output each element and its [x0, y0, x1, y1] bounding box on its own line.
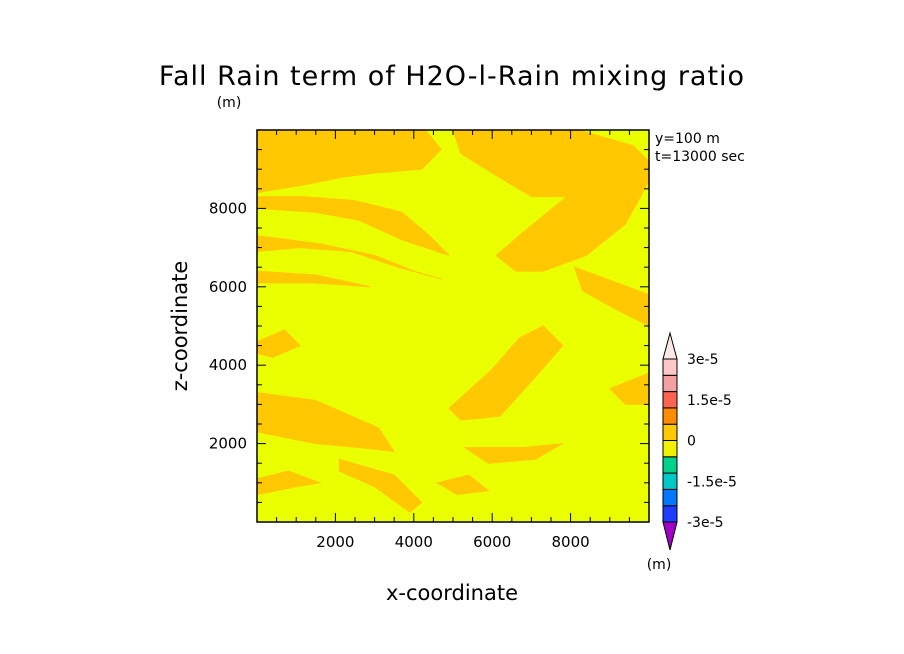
x-tick-label: 4000: [395, 533, 433, 551]
chart-title: Fall Rain term of H2O-l-Rain mixing rati…: [159, 61, 745, 92]
x-axis-label: x-coordinate: [386, 581, 518, 605]
plot-area: 2000 4000 6000 8000 2000 4000 6000 8000: [209, 129, 650, 551]
colorbar-segment: [662, 472, 678, 490]
colorbar-segment: [662, 488, 678, 507]
colorbar-segment: [662, 505, 678, 523]
colorbar-segment: [662, 407, 678, 425]
colorbar-segment: [662, 374, 678, 393]
title-unit: (m): [217, 95, 242, 111]
x-tick-label: 8000: [552, 533, 590, 551]
contour-region: [256, 129, 442, 194]
colorbar-segment: [662, 456, 678, 474]
x-axis: 2000 4000 6000 8000: [276, 130, 630, 551]
colorbar-overflow: [662, 331, 678, 360]
colorbar-tick-label: -3e-5: [687, 515, 724, 531]
y-tick-label: 2000: [209, 435, 247, 453]
contour-region: [463, 443, 564, 464]
colorbar-tick-label: -1.5e-5: [687, 474, 737, 490]
contour-region: [436, 474, 490, 496]
annotation-t: t=13000 sec: [655, 149, 745, 165]
contour-region: [256, 196, 450, 256]
contour-region: [256, 235, 442, 280]
colorbar-underflow: [662, 521, 678, 551]
contour-region: [338, 458, 423, 513]
colorbar-segment: [662, 440, 678, 458]
colorbar-tick-label: 3e-5: [687, 352, 718, 368]
colorbar-tick-label: 1.5e-5: [687, 393, 732, 409]
contour-region: [452, 129, 650, 272]
y-tick-label: 4000: [209, 356, 247, 374]
colorbar-segment: [662, 358, 678, 376]
colorbar-segment: [662, 391, 678, 409]
y-axis-label: z-coordinate: [168, 261, 192, 392]
annotation-y: y=100 m: [655, 131, 720, 147]
colorbar-tick-label: 0: [687, 434, 696, 450]
y-tick-label: 8000: [209, 199, 247, 217]
colorbar-unit: (m): [647, 557, 672, 573]
contour-regions: [256, 129, 650, 513]
x-tick-label: 6000: [473, 533, 511, 551]
y-axis: 2000 4000 6000 8000: [209, 149, 649, 503]
contour-region: [448, 325, 564, 421]
contour-region: [256, 392, 396, 453]
x-tick-label: 2000: [316, 533, 354, 551]
y-tick-label: 6000: [209, 278, 247, 296]
colorbar: 3e-5 1.5e-5 0 -1.5e-5 -3e-5: [662, 331, 737, 551]
contour-region: [573, 266, 650, 327]
colorbar-segment: [662, 423, 678, 442]
